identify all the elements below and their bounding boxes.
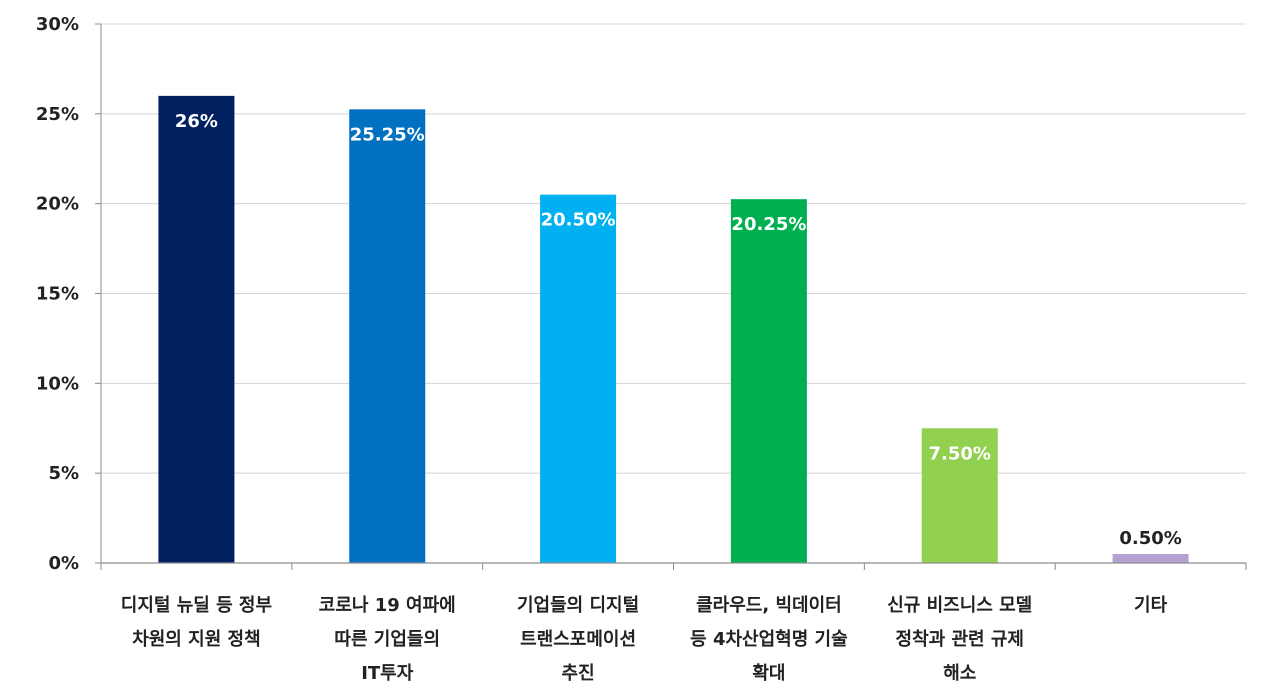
y-tick-label: 5% (48, 463, 79, 484)
bar (921, 428, 998, 563)
data-label: 20.50% (541, 210, 616, 231)
data-labels: 26% 25.25% 20.50% 20.25% 7.50% 0.50% (175, 111, 1182, 549)
y-tick-label: 0% (48, 553, 79, 574)
y-tick-label: 30% (36, 14, 79, 35)
gridlines (101, 23, 1246, 474)
bars (158, 95, 1189, 564)
bar (1112, 554, 1189, 563)
bar (730, 199, 807, 564)
data-label: 26% (175, 111, 218, 132)
bar (349, 109, 426, 563)
category-label: 기업들의 디지털 트랜스포메이션 추진 (517, 595, 639, 684)
y-axis: 0% 5% 10% 15% 20% 25% 30% (36, 14, 102, 574)
bar (540, 194, 617, 563)
category-label: 클라우드, 빅데이터 등 4차산업혁명 기술 확대 (690, 595, 848, 684)
x-axis: 디지털 뉴딜 등 정부 차원의 지원 정책 코로나 19 여파에 따른 기업들의 IT투… (100, 562, 1247, 684)
y-tick-label: 25% (36, 104, 79, 125)
data-label: 20.25% (731, 214, 806, 235)
y-tick-label: 20% (36, 194, 79, 215)
category-label: 디지털 뉴딜 등 정부 차원의 지원 정책 (121, 595, 272, 650)
bar (158, 95, 235, 563)
data-label: 25.25% (350, 124, 425, 145)
data-label: 7.50% (929, 443, 991, 464)
category-label: 신규 비즈니스 모델 정착과 관련 규제 해소 (887, 595, 1032, 684)
category-label: 기타 (1134, 595, 1168, 616)
category-label: 코로나 19 여파에 따른 기업들의 IT투자 (319, 595, 456, 684)
data-label: 0.50% (1119, 528, 1181, 549)
y-tick-label: 15% (36, 284, 79, 305)
y-tick-label: 10% (36, 373, 79, 394)
